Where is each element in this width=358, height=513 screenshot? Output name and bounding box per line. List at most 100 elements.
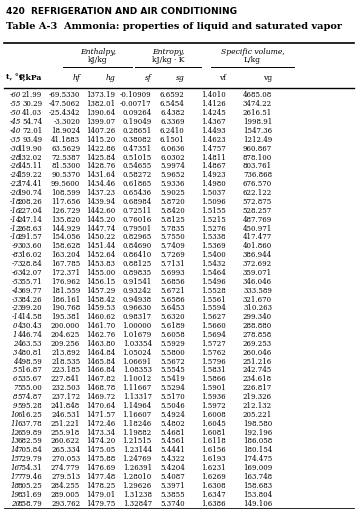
Text: 1422.86: 1422.86 bbox=[86, 145, 115, 153]
Text: 0.98317: 0.98317 bbox=[123, 313, 152, 321]
Text: 1.5660: 1.5660 bbox=[201, 322, 226, 330]
Text: 8: 8 bbox=[13, 393, 17, 401]
Text: 1.5796: 1.5796 bbox=[201, 358, 226, 366]
Text: 14: 14 bbox=[10, 446, 20, 455]
Text: 0.86410: 0.86410 bbox=[122, 251, 152, 259]
Text: 149.106: 149.106 bbox=[243, 500, 272, 507]
Text: -14: -14 bbox=[9, 215, 21, 224]
Text: 0.61865: 0.61865 bbox=[122, 180, 152, 188]
Text: 5.5929: 5.5929 bbox=[160, 340, 185, 348]
Text: 117.656: 117.656 bbox=[51, 198, 80, 206]
Text: Table A-3  Ammonia: properties of liquid and saturated vapor: Table A-3 Ammonia: properties of liquid … bbox=[6, 22, 342, 31]
Text: -26: -26 bbox=[9, 163, 21, 170]
Text: 1.5215: 1.5215 bbox=[201, 215, 226, 224]
Text: 192.196: 192.196 bbox=[243, 428, 272, 437]
Text: 0.47351: 0.47351 bbox=[123, 145, 152, 153]
Text: 241.848: 241.848 bbox=[51, 402, 80, 410]
Text: 1.5901: 1.5901 bbox=[201, 384, 226, 392]
Text: 1.06691: 1.06691 bbox=[122, 358, 152, 366]
Text: 1475.05: 1475.05 bbox=[86, 446, 115, 455]
Text: 5.6453: 5.6453 bbox=[160, 304, 185, 312]
Text: 108.599: 108.599 bbox=[51, 189, 80, 197]
Text: 1998.91: 1998.91 bbox=[243, 118, 272, 126]
Text: 186.161: 186.161 bbox=[51, 295, 80, 304]
Text: 1456.15: 1456.15 bbox=[86, 278, 115, 286]
Text: -69.5330: -69.5330 bbox=[49, 91, 80, 100]
Text: 0.65436: 0.65436 bbox=[123, 189, 152, 197]
Text: 265.334: 265.334 bbox=[51, 446, 80, 455]
Text: 291.57: 291.57 bbox=[18, 233, 42, 242]
Text: 1382.01: 1382.01 bbox=[86, 101, 115, 108]
Text: 6: 6 bbox=[13, 376, 17, 383]
Text: 1.5400: 1.5400 bbox=[201, 251, 226, 259]
Text: 1477.48: 1477.48 bbox=[86, 473, 115, 481]
Text: 5.6320: 5.6320 bbox=[160, 313, 185, 321]
Text: 126.729: 126.729 bbox=[51, 207, 80, 215]
Text: 1.5936: 1.5936 bbox=[201, 393, 226, 401]
Text: 450.971: 450.971 bbox=[243, 225, 272, 232]
Text: 260.046: 260.046 bbox=[243, 349, 272, 357]
Text: -60: -60 bbox=[9, 91, 21, 100]
Text: 0.76016: 0.76016 bbox=[122, 215, 152, 224]
Text: 1474.20: 1474.20 bbox=[86, 438, 115, 445]
Text: 4: 4 bbox=[13, 358, 17, 366]
Text: 0.68984: 0.68984 bbox=[122, 198, 152, 206]
Text: 1.5496: 1.5496 bbox=[201, 278, 226, 286]
Text: 5.4087: 5.4087 bbox=[160, 473, 185, 481]
Text: 1.4010: 1.4010 bbox=[201, 91, 226, 100]
Text: -35: -35 bbox=[9, 136, 21, 144]
Text: 1428.76: 1428.76 bbox=[86, 163, 115, 170]
Text: 1212.49: 1212.49 bbox=[243, 136, 272, 144]
Text: 9: 9 bbox=[13, 402, 17, 410]
Text: 18.9024: 18.9024 bbox=[51, 127, 80, 135]
Text: 342.07: 342.07 bbox=[18, 269, 42, 277]
Text: 5.8720: 5.8720 bbox=[160, 198, 185, 206]
Text: 5.4924: 5.4924 bbox=[160, 411, 185, 419]
Text: 1.5096: 1.5096 bbox=[201, 198, 226, 206]
Text: 174.41: 174.41 bbox=[18, 180, 42, 188]
Text: 1.4923: 1.4923 bbox=[201, 171, 226, 179]
Text: 1547.36: 1547.36 bbox=[243, 127, 272, 135]
Text: 1.4367: 1.4367 bbox=[201, 118, 226, 126]
Text: 154.056: 154.056 bbox=[51, 233, 80, 242]
Text: kJ/kg · K: kJ/kg · K bbox=[152, 56, 184, 64]
Text: 729.79: 729.79 bbox=[18, 455, 42, 463]
Text: 226.817: 226.817 bbox=[243, 384, 272, 392]
Text: 779.46: 779.46 bbox=[18, 473, 42, 481]
Text: 5.3971: 5.3971 bbox=[160, 482, 185, 490]
Text: 1.6081: 1.6081 bbox=[201, 428, 226, 437]
Text: 0.93242: 0.93242 bbox=[123, 287, 152, 294]
Text: 72.01: 72.01 bbox=[22, 127, 42, 135]
Text: 5.5800: 5.5800 bbox=[160, 349, 185, 357]
Text: 251.221: 251.221 bbox=[51, 420, 80, 428]
Text: 174.475: 174.475 bbox=[243, 455, 272, 463]
Text: 5.4441: 5.4441 bbox=[160, 446, 185, 455]
Text: 119.90: 119.90 bbox=[18, 145, 42, 153]
Text: 1.4980: 1.4980 bbox=[201, 180, 226, 188]
Text: 144.929: 144.929 bbox=[51, 225, 80, 232]
Text: 15: 15 bbox=[10, 455, 20, 463]
Text: 205.221: 205.221 bbox=[243, 411, 272, 419]
Text: 200.000: 200.000 bbox=[51, 322, 80, 330]
Text: -3: -3 bbox=[11, 295, 19, 304]
Text: t, °C: t, °C bbox=[6, 74, 24, 82]
Text: 0.82965: 0.82965 bbox=[122, 233, 152, 242]
Text: 487.769: 487.769 bbox=[243, 215, 272, 224]
Text: 81.5300: 81.5300 bbox=[51, 163, 80, 170]
Text: 5.9336: 5.9336 bbox=[160, 180, 185, 188]
Text: 1.5831: 1.5831 bbox=[201, 366, 226, 374]
Text: -22: -22 bbox=[9, 180, 21, 188]
Text: 163.204: 163.204 bbox=[51, 251, 80, 259]
Text: 328.84: 328.84 bbox=[18, 260, 42, 268]
Text: 622.122: 622.122 bbox=[243, 189, 272, 197]
Text: 705.84: 705.84 bbox=[18, 446, 42, 455]
Text: -30: -30 bbox=[9, 145, 21, 153]
Text: 1478.25: 1478.25 bbox=[86, 482, 115, 490]
Text: 1479.01: 1479.01 bbox=[86, 491, 115, 499]
Text: 1.23144: 1.23144 bbox=[123, 446, 152, 455]
Text: 1469.72: 1469.72 bbox=[86, 393, 115, 401]
Text: 5.7550: 5.7550 bbox=[160, 233, 185, 242]
Text: 0.89835: 0.89835 bbox=[123, 269, 152, 277]
Text: 6.0302: 6.0302 bbox=[160, 153, 185, 162]
Text: 1434.46: 1434.46 bbox=[86, 180, 115, 188]
